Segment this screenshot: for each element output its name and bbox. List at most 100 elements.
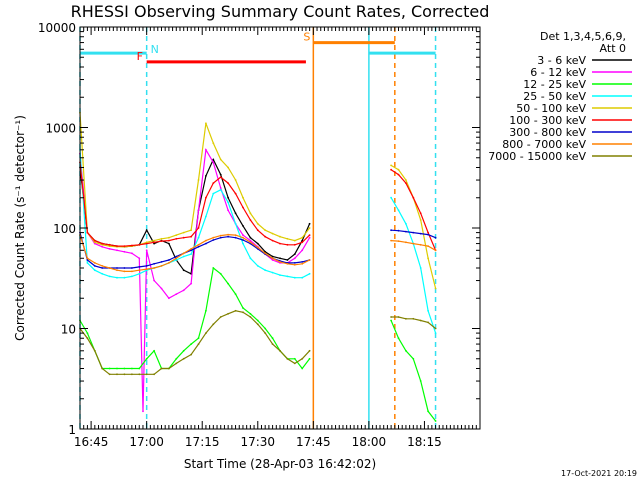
series-point-6-33 [397,229,400,232]
series-point-3-18 [212,192,215,195]
series-point-7-13 [175,257,178,260]
series-point-0-21 [234,212,237,215]
series-point-1-27 [271,259,274,261]
series-point-5-21 [234,192,237,195]
series-point-6-29 [293,262,296,264]
series-point-3-28 [286,275,289,278]
series-point-8-26 [271,343,274,345]
series-point-1-7 [131,252,133,255]
series-point-4-9 [145,241,148,244]
series-point-4-32 [390,164,392,167]
series-point-2-35 [412,357,415,360]
series-point-1-21 [227,209,230,212]
series-point-4-37 [427,257,429,260]
series-point-1-15 [182,289,185,292]
series-point-8-28 [286,357,289,360]
series-line-4-0 [79,112,311,248]
series-point-2-18 [212,267,215,269]
series-point-8-23 [249,316,252,318]
series-point-3-14 [182,255,185,258]
series-point-2-7 [131,367,133,370]
series-point-7-18 [212,236,215,239]
series-point-5-13 [175,237,178,240]
series-point-7-3 [101,265,104,267]
series-point-6-32 [390,229,392,232]
series-point-3-5 [116,276,118,279]
series-point-5-28 [286,243,289,246]
series-point-2-4 [108,367,111,370]
series-point-7-6 [123,270,126,273]
series-point-6-30 [301,261,304,263]
series-point-7-10 [153,267,156,269]
series-point-2-26 [271,337,274,340]
series-point-0-27 [279,257,281,260]
series-1 [79,147,311,413]
series-point-2-37 [427,410,429,413]
series-point-4-30 [301,236,304,239]
series-point-5-17 [205,196,207,199]
series-point-4-28 [286,237,289,240]
series-point-0-18 [212,158,215,161]
series-point-5-3 [101,242,104,245]
series-point-2-15 [190,343,193,345]
series-point-7-37 [427,245,429,248]
legend-label-0: 3 - 6 keV [537,54,586,67]
series-point-7-22 [242,236,244,239]
series-point-5-6 [123,245,126,248]
series-point-3-24 [256,265,259,267]
series-point-4-33 [397,168,400,171]
plot-area: NF S [79,27,437,429]
series-point-4-10 [153,239,156,242]
series-point-4-36 [419,219,422,221]
series-point-4-13 [175,234,178,237]
series-point-8-34 [405,317,407,320]
series-point-6-7 [131,267,133,269]
series-point-6-3 [101,267,104,269]
series-point-3-7 [131,275,133,278]
series-point-6-19 [219,236,222,239]
series-point-4-19 [219,158,222,161]
series-point-5-25 [264,235,267,238]
series-point-6-13 [175,255,178,258]
legend-label-7: 800 - 7000 keV [502,138,586,151]
series-point-7-28 [286,262,289,265]
series-point-5-20 [227,182,230,185]
timestamp: 17-Oct-2021 20:19 [561,469,637,478]
series-point-8-7 [131,373,133,376]
series-point-3-32 [390,196,392,199]
series-point-5-24 [256,229,259,232]
series-point-4-4 [108,245,111,248]
series-8 [79,309,437,376]
series-point-7-27 [279,261,281,263]
series-point-5-34 [405,182,407,185]
series-point-0-26 [271,255,274,258]
series-point-1-12 [160,287,163,290]
series-point-8-11 [160,367,163,370]
series-point-5-23 [249,219,252,221]
series-point-8-35 [412,317,415,320]
series-point-6-37 [427,233,429,236]
series-point-7-8 [138,269,141,272]
series-point-6-36 [419,232,422,235]
series-point-7-25 [264,252,267,255]
series-point-2-30 [301,367,304,370]
series-point-5-9 [145,242,148,245]
series-point-4-21 [234,179,237,181]
series-point-2-1 [86,332,89,334]
series-point-7-12 [168,262,170,264]
series-point-2-8 [138,367,141,370]
series-point-2-25 [264,327,267,330]
series-point-5-10 [153,241,156,244]
series-line-5-0 [79,162,311,247]
series-point-2-10 [153,349,156,352]
series-line-7-0 [79,233,310,272]
series-point-7-36 [419,243,422,246]
series-point-1-19 [212,161,215,164]
series-point-5-19 [219,176,222,179]
series-point-7-24 [256,246,259,249]
series-point-1-24 [249,239,252,242]
series-point-0-28 [286,259,289,261]
x-tick-label-0: 16:45 [74,435,109,449]
series-point-7-38 [434,249,437,252]
